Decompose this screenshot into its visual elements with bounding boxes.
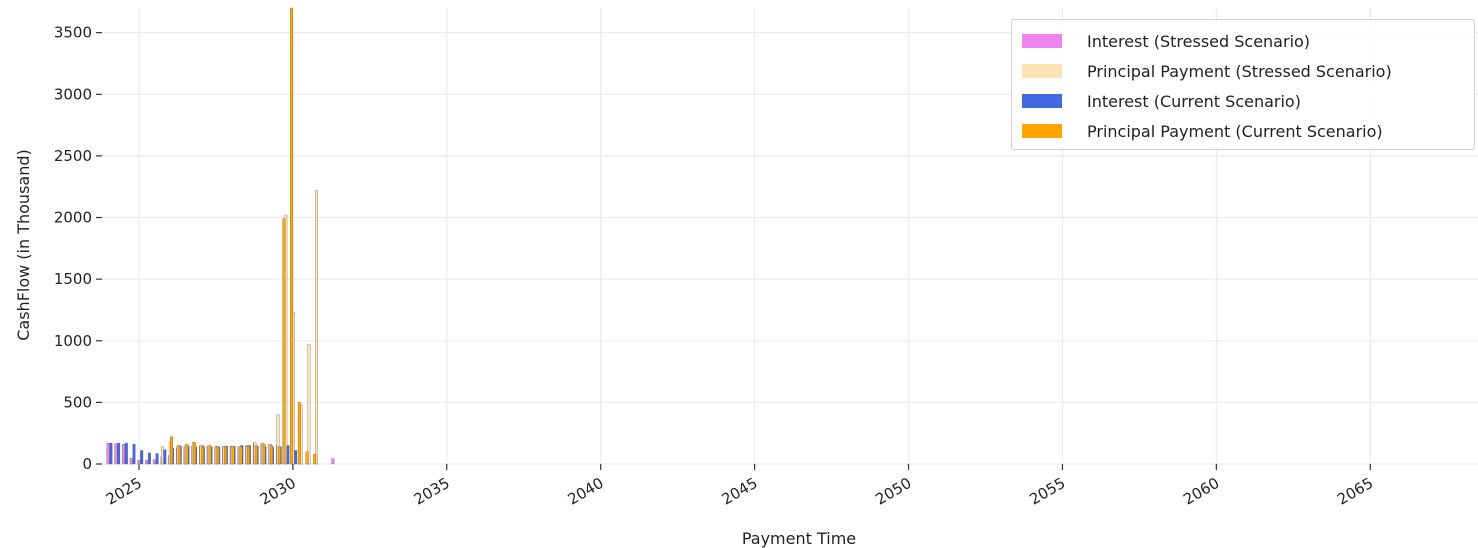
bar (313, 453, 317, 465)
legend-label: Principal Payment (Current Scenario) (1087, 121, 1383, 141)
bar (129, 458, 133, 465)
x-tick-label: 2060 (1180, 474, 1222, 509)
y-tick-label: 0 (82, 455, 92, 473)
bar (286, 445, 290, 465)
bar (223, 445, 227, 465)
bar (122, 444, 125, 465)
bars (106, 7, 335, 465)
legend-swatch (1022, 34, 1062, 48)
legend-label: Interest (Stressed Scenario) (1087, 31, 1311, 51)
bar (277, 446, 281, 465)
legend: Interest (Stressed Scenario) Principal P… (1011, 19, 1475, 150)
grid-lines (102, 8, 1478, 465)
legend-label: Interest (Current Scenario) (1087, 91, 1301, 111)
bar (208, 445, 212, 465)
bar (239, 446, 243, 465)
bar (106, 442, 110, 465)
x-tick-label: 2030 (257, 474, 299, 509)
bar (117, 442, 121, 465)
bar (124, 442, 128, 465)
legend-label: Principal Payment (Stressed Scenario) (1087, 61, 1392, 81)
bar (270, 445, 274, 465)
bar (315, 190, 319, 465)
bar (193, 442, 197, 465)
legend-swatch (1022, 94, 1062, 108)
bar (254, 445, 258, 465)
bar (331, 458, 335, 465)
y-tick-label: 1000 (54, 332, 92, 350)
bar (290, 7, 294, 465)
x-tick-label: 2055 (1026, 474, 1068, 509)
bar (163, 449, 167, 465)
bar (200, 445, 204, 465)
bar (145, 460, 149, 465)
bar (147, 452, 151, 465)
y-tick-label: 3500 (54, 24, 92, 42)
bar (247, 445, 250, 465)
y-tick-label: 3000 (54, 85, 92, 103)
bar (177, 445, 181, 465)
legend-swatch (1022, 124, 1062, 138)
bar (216, 446, 220, 465)
bar (294, 450, 298, 465)
bar (305, 451, 309, 465)
bar (137, 460, 141, 465)
y-tick-label: 500 (63, 393, 92, 411)
bar (140, 450, 144, 465)
x-tick-label: 2035 (411, 474, 453, 509)
legend-item: Principal Payment (Stressed Scenario) (1022, 56, 1464, 86)
bar (152, 459, 156, 465)
y-axis-title: CashFlow (in Thousand) (14, 149, 33, 341)
legend-swatch (1022, 64, 1062, 78)
x-tick-label: 2040 (565, 474, 607, 509)
x-tick-label: 2050 (872, 474, 914, 509)
x-tick-label: 2065 (1334, 474, 1376, 509)
bar (185, 444, 189, 465)
bar (307, 344, 311, 465)
x-axis-title: Payment Time (742, 529, 856, 548)
y-tick-label: 2000 (54, 209, 92, 227)
bar (155, 453, 159, 465)
legend-item: Principal Payment (Current Scenario) (1022, 116, 1464, 146)
bar (109, 442, 113, 465)
y-tick-label: 2500 (54, 147, 92, 165)
x-tick-label: 2025 (103, 474, 145, 509)
bar (282, 218, 286, 465)
legend-item: Interest (Stressed Scenario) (1022, 26, 1464, 56)
bar (114, 443, 118, 465)
legend-item: Interest (Current Scenario) (1022, 86, 1464, 116)
bar (231, 445, 235, 465)
bar (132, 444, 136, 465)
bar (297, 402, 301, 465)
y-tick-label: 1500 (54, 270, 92, 288)
bar (170, 436, 174, 465)
x-tick-label: 2045 (719, 474, 761, 509)
bar (262, 444, 266, 465)
